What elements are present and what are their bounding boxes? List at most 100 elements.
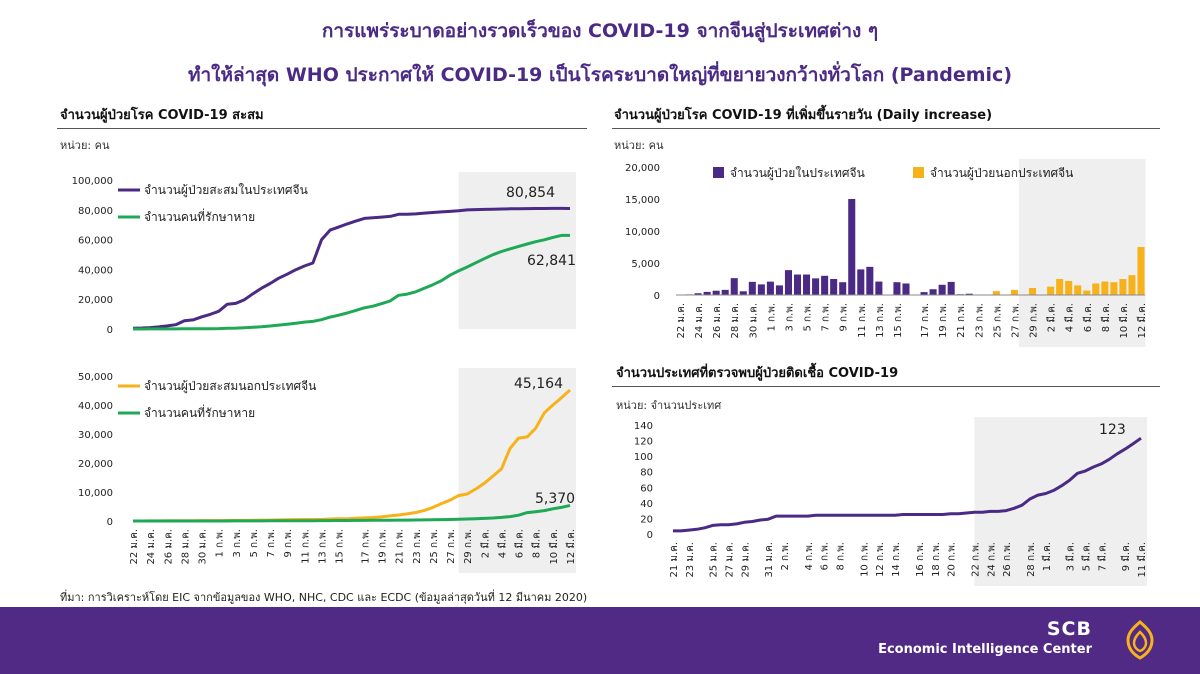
bar-outside [1137, 247, 1145, 295]
y-tick-label: 80,000 [78, 206, 113, 217]
bar-outside [1047, 286, 1055, 295]
bar-china [839, 282, 847, 295]
x-tick-label: 23 ก.พ. [412, 529, 423, 564]
x-tick-label: 2 มี.ค. [479, 529, 491, 558]
bar-outside [1010, 289, 1018, 295]
y-tick-label: 0 [107, 517, 113, 528]
x-tick-label: 1 ก.พ. [766, 303, 777, 332]
x-tick-label: 12 มี.ค. [1136, 303, 1148, 339]
x-tick-label: 26 ม.ค. [163, 529, 174, 565]
x-tick-label: 15 ก.พ. [335, 529, 346, 564]
bar-outside [1128, 275, 1136, 295]
bar-outside [992, 291, 1000, 295]
x-tick-label: 13 ก.พ. [875, 303, 886, 338]
x-tick-label: 13 ก.พ. [318, 529, 329, 564]
x-tick-label: 8 ก.พ. [836, 542, 847, 571]
x-tick-label: 4 ก.พ. [804, 542, 815, 571]
bar-outside [1056, 279, 1064, 295]
series-line-1 [133, 233, 570, 331]
chart4-shaded-region [974, 417, 1147, 586]
x-tick-label: 18 ก.พ. [931, 542, 942, 577]
bar-outside [1083, 290, 1091, 295]
x-tick-label: 11 ก.พ. [300, 529, 311, 564]
x-tick-label: 6 มี.ค. [1082, 303, 1094, 332]
y-tick-label: 140 [634, 421, 653, 432]
left-unit-label: หน่วย: คน [60, 139, 110, 152]
x-tick-label: 29 ก.พ. [1029, 303, 1040, 338]
x-tick-label: 12 ก.พ. [875, 542, 886, 577]
chart-outside-cumulative: 0 10,000 20,000 30,000 40,000 50,000 จำนวนผู้… [78, 368, 577, 573]
y-tick-label: 15,000 [625, 195, 660, 206]
chart1-shaded-region [458, 172, 576, 329]
chart-daily-increase: 0 5,000 10,000 15,000 20,000 จำนวนผู้ป่วยในป… [625, 159, 1148, 347]
x-tick-label: 26 ก.พ. [1002, 542, 1013, 577]
x-tick-label: 1 มี.ค. [1041, 542, 1053, 571]
x-tick-label: 16 ก.พ. [915, 542, 926, 577]
x-tick-label: 22 ม.ค. [129, 529, 140, 565]
x-tick-label: 31 ม.ค. [764, 542, 775, 578]
x-tick-label: 22 ม.ค. [676, 303, 687, 339]
x-tick-label: 29 ก.พ. [463, 529, 474, 564]
footer-brand: SCB Economic Intelligence Center [878, 618, 1092, 657]
bar-china [848, 199, 856, 295]
bar-china [803, 274, 811, 295]
y-tick-label: 60 [640, 483, 653, 494]
x-tick-label: 21 ม.ค. [669, 542, 680, 578]
legend-swatch [913, 167, 924, 178]
y-tick-label: 20,000 [78, 459, 113, 470]
x-tick-label: 2 ก.พ. [780, 542, 791, 571]
y-tick-label: 0 [647, 530, 653, 541]
legend-label: จำนวนผู้ป่วยในประเทศจีน [730, 166, 865, 181]
x-tick-label: 7 ก.พ. [266, 529, 277, 558]
x-tick-label: 14 ก.พ. [891, 542, 902, 577]
bar-outside [1119, 279, 1127, 295]
x-tick-label: 23 ก.พ. [974, 303, 985, 338]
bar-china [730, 278, 738, 295]
chart4-annotation-last: 123 [1099, 422, 1126, 438]
bar-china [857, 269, 865, 295]
x-tick-label: 27 ก.พ. [446, 529, 457, 564]
bar-china [721, 289, 729, 295]
x-tick-label: 25 ก.พ. [992, 303, 1003, 338]
bar-china [965, 293, 973, 295]
headline-line-1: การแพร่ระบาดอย่างรวดเร็วของ COVID-19 จาก… [321, 20, 879, 42]
x-tick-label: 25 ก.พ. [429, 529, 440, 564]
right-top-section-rule [612, 128, 1160, 129]
y-tick-label: 10,000 [78, 488, 113, 499]
right-top-unit-label: หน่วย: คน [614, 139, 664, 152]
footer-bar [0, 607, 1200, 674]
y-tick-label: 20,000 [625, 163, 660, 174]
x-tick-label: 22 ก.พ. [970, 542, 981, 577]
legend-swatch [713, 167, 724, 178]
x-tick-label: 9 ก.พ. [839, 303, 850, 332]
x-tick-label: 29 ม.ค. [740, 542, 751, 578]
brand-eic: Economic Intelligence Center [878, 642, 1092, 657]
y-tick-label: 120 [634, 437, 653, 448]
bar-china [920, 292, 928, 295]
chart1-annotation-china: 80,854 [506, 185, 555, 201]
x-tick-label: 24 ม.ค. [146, 529, 157, 565]
bar-china [748, 281, 756, 295]
chart2-annotation-recovered: 5,370 [535, 491, 575, 507]
y-tick-label: 40,000 [78, 401, 113, 412]
x-tick-label: 5 ก.พ. [803, 303, 814, 332]
y-tick-label: 10,000 [625, 227, 660, 238]
x-tick-label: 2 มี.ค. [1046, 303, 1058, 332]
bar-china [893, 282, 901, 295]
chart3-shaded-region [1018, 159, 1146, 347]
x-tick-label: 17 ก.พ. [920, 303, 931, 338]
y-tick-label: 60,000 [78, 236, 113, 247]
bar-outside [1092, 283, 1100, 295]
bar-china [694, 293, 702, 295]
x-tick-label: 23 ม.ค. [685, 542, 696, 578]
x-tick-label: 30 ม.ค. [748, 303, 759, 339]
x-tick-label: 28 ม.ค. [180, 529, 191, 565]
x-tick-label: 4 มี.ค. [496, 529, 508, 558]
bar-china [812, 278, 820, 295]
x-tick-label: 10 มี.ค. [548, 529, 560, 565]
chart1-annotation-recovered: 62,841 [527, 253, 576, 269]
x-tick-label: 7 ก.พ. [821, 303, 832, 332]
x-tick-label: 26 ม.ค. [712, 303, 723, 339]
right-bottom-unit-label: หน่วย: จำนวนประเทศ [616, 399, 722, 412]
left-section-rule [57, 128, 587, 129]
